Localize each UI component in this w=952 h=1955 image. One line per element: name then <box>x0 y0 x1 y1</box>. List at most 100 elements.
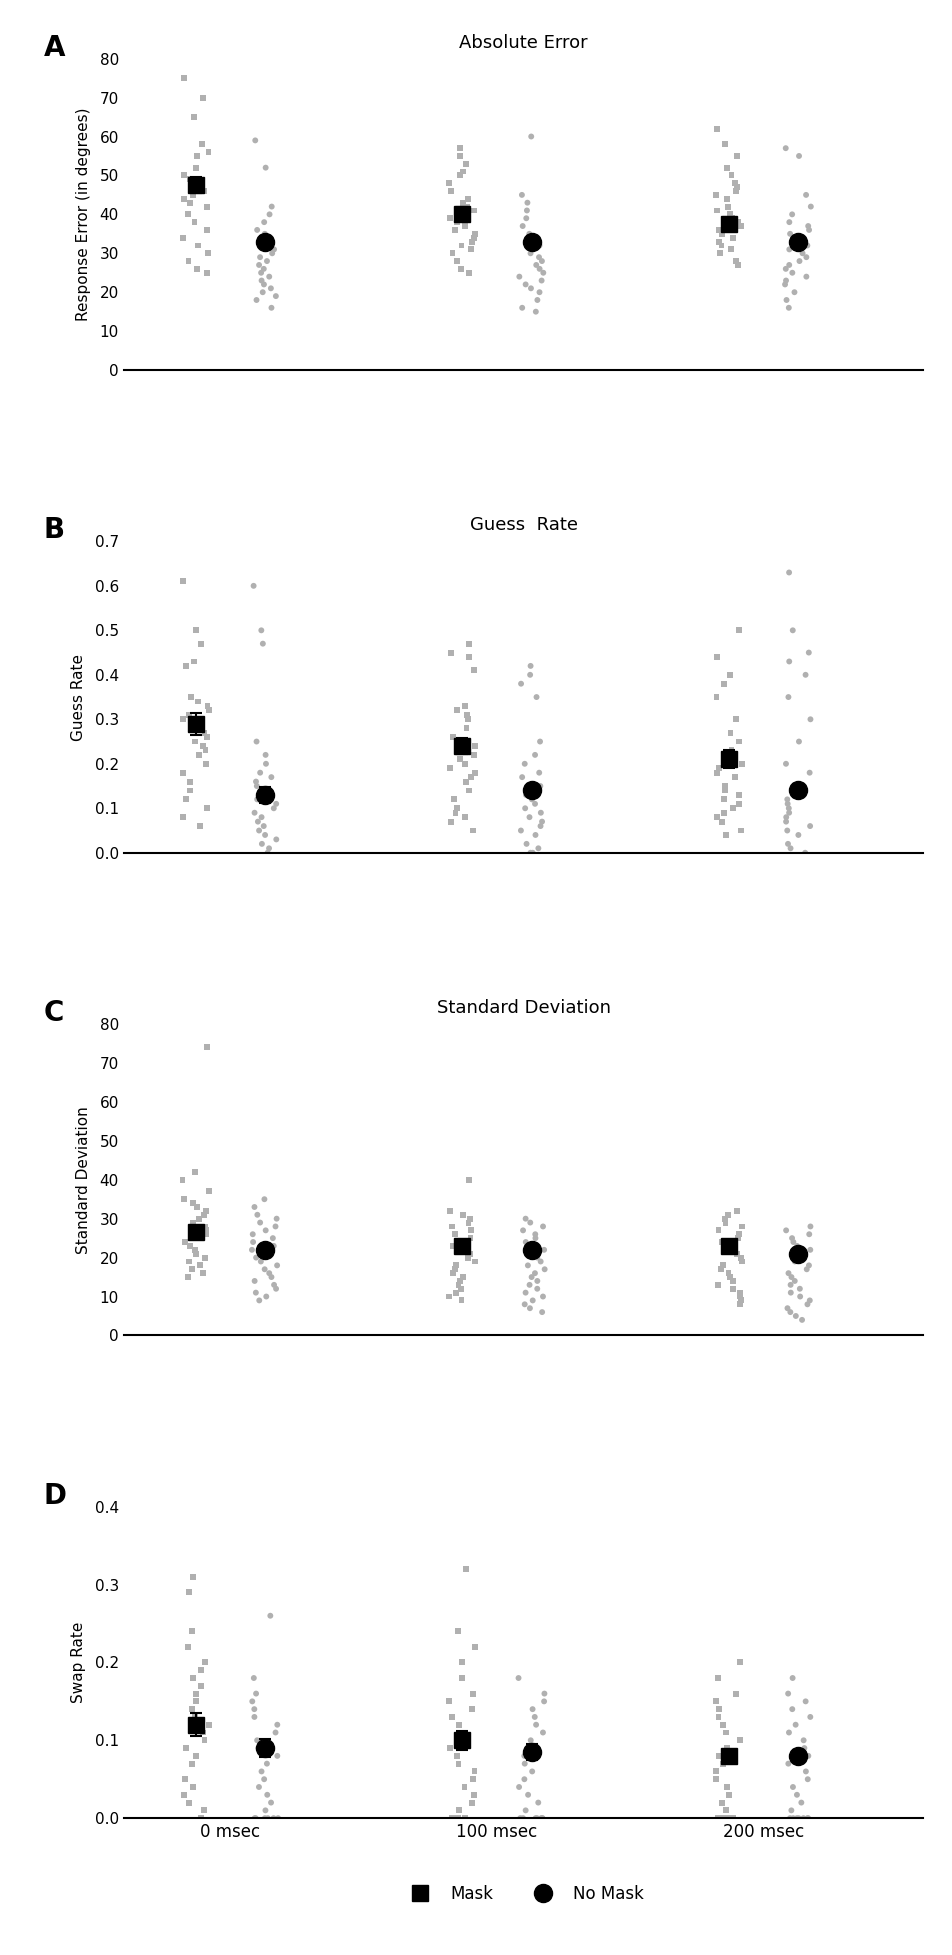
Point <box>800 231 815 262</box>
Point <box>187 102 202 133</box>
Point <box>466 223 482 254</box>
Point <box>198 1218 213 1249</box>
Point <box>519 829 534 860</box>
Point <box>721 1257 736 1288</box>
Point <box>202 1175 217 1206</box>
Point <box>452 133 467 164</box>
Point <box>528 250 544 282</box>
Point <box>782 792 797 823</box>
Point <box>711 1693 726 1724</box>
Point <box>531 833 546 864</box>
Point <box>782 291 797 323</box>
Title: Guess  Rate: Guess Rate <box>469 516 578 534</box>
Point <box>466 1763 481 1795</box>
Point <box>731 780 746 811</box>
Point <box>185 1253 200 1284</box>
Point <box>722 1803 737 1834</box>
Point <box>200 239 215 270</box>
Point <box>176 1183 191 1214</box>
Point <box>454 1646 469 1677</box>
Point <box>449 207 465 239</box>
Point <box>189 141 205 172</box>
Point <box>528 1709 544 1740</box>
Point <box>721 1198 736 1230</box>
Point <box>733 211 748 242</box>
Point <box>255 276 270 307</box>
Point <box>200 721 215 753</box>
Point <box>518 1795 533 1826</box>
Point <box>183 188 198 219</box>
Point <box>463 1238 478 1269</box>
Point <box>520 1238 535 1269</box>
Point <box>249 1198 265 1230</box>
Point <box>460 184 475 215</box>
Point <box>523 651 538 682</box>
Point <box>532 254 547 285</box>
Point <box>195 82 210 113</box>
Point <box>518 1226 533 1257</box>
Point <box>451 1748 466 1779</box>
Point <box>719 1803 734 1834</box>
Point <box>443 637 458 669</box>
Point <box>266 1803 281 1834</box>
Point <box>785 1771 801 1803</box>
Point <box>249 784 265 815</box>
Title: Standard Deviation: Standard Deviation <box>437 999 610 1017</box>
Point <box>177 160 192 192</box>
Point <box>257 1183 272 1214</box>
Point <box>709 196 724 227</box>
Point <box>445 1701 460 1732</box>
Point <box>524 1230 539 1261</box>
Point <box>732 1281 747 1312</box>
Point <box>523 1724 538 1756</box>
Point <box>518 792 533 823</box>
Point <box>718 774 733 805</box>
Point <box>800 1763 815 1795</box>
Point <box>188 1685 204 1716</box>
Point <box>715 1748 730 1779</box>
Point <box>711 753 726 784</box>
Point <box>786 1241 802 1273</box>
Point <box>723 717 738 749</box>
Point <box>200 690 215 721</box>
Point <box>798 1685 813 1716</box>
Point <box>803 1210 818 1241</box>
Point <box>256 254 271 285</box>
Point <box>524 272 539 303</box>
Point <box>264 291 279 323</box>
Point <box>782 207 797 239</box>
Point <box>184 682 199 714</box>
Point <box>785 1662 801 1693</box>
Point <box>720 1732 735 1763</box>
Point <box>529 1803 545 1834</box>
Point <box>461 704 476 735</box>
Point <box>789 1230 804 1261</box>
Point <box>459 712 474 743</box>
Point <box>188 168 204 199</box>
Point <box>532 276 547 307</box>
Point <box>185 180 200 211</box>
Point <box>783 1277 799 1308</box>
Point <box>536 258 551 289</box>
Point <box>462 774 477 805</box>
Point <box>785 614 801 645</box>
Point <box>523 837 538 868</box>
Point <box>443 753 458 784</box>
Point <box>521 1779 536 1810</box>
Point <box>517 749 532 780</box>
Point <box>190 231 206 262</box>
Point <box>175 704 190 735</box>
Point <box>185 1562 200 1593</box>
Point <box>461 258 476 289</box>
Point <box>268 1716 283 1748</box>
Point <box>196 176 211 207</box>
Point <box>526 774 542 805</box>
Point <box>182 164 197 196</box>
Point <box>177 1226 192 1257</box>
Point <box>779 749 794 780</box>
Point <box>717 1202 732 1234</box>
Point <box>797 774 812 805</box>
Point <box>795 239 810 270</box>
Point <box>453 141 468 172</box>
Point <box>181 1787 196 1818</box>
